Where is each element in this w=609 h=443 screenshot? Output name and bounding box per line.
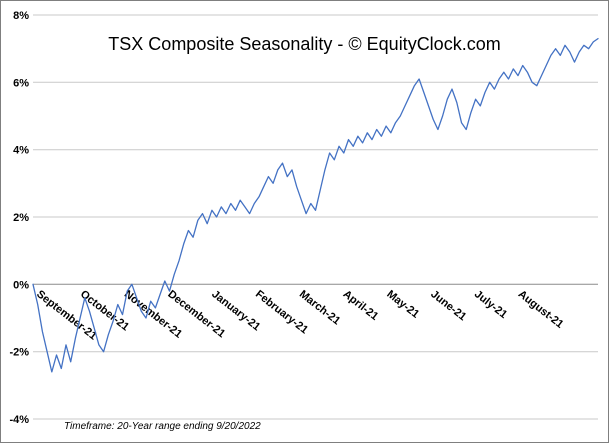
- y-tick-label: -2%: [9, 347, 29, 359]
- x-tick-label: April-21: [341, 288, 381, 323]
- y-tick-label: 2%: [13, 212, 29, 224]
- gridlines: [33, 14, 598, 420]
- y-tick-label: 0%: [13, 279, 29, 291]
- x-tick-label: August-21: [516, 288, 566, 331]
- x-tick-label: May-21: [384, 288, 421, 320]
- timeframe-note: Timeframe: 20-Year range ending 9/20/202…: [64, 421, 261, 432]
- x-tick-label: July-21: [472, 288, 509, 321]
- x-axis-labels: September-21October-21November-21Decembe…: [34, 288, 565, 342]
- y-tick-label: 6%: [13, 77, 29, 89]
- y-axis-labels: 8% 6% 4% 2% 0% -2% -4%: [9, 10, 29, 426]
- y-tick-label: 4%: [13, 145, 29, 157]
- y-tick-label: -4%: [9, 414, 29, 426]
- chart-title: TSX Composite Seasonality - © EquityCloc…: [108, 34, 501, 54]
- series-line: [32, 37, 599, 373]
- x-tick-label: June-21: [428, 288, 468, 323]
- y-tick-label: 8%: [13, 10, 29, 22]
